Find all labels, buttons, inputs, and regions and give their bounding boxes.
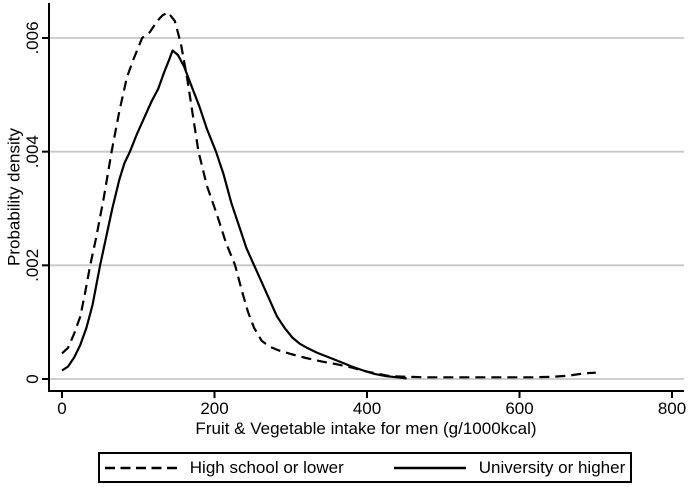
dashed-line-sample-icon	[104, 466, 177, 469]
legend-item: University or higher	[393, 457, 626, 478]
x-tick-label: 600	[505, 399, 533, 418]
x-tick-label: 0	[57, 399, 66, 418]
legend-item: High school or lower	[104, 457, 344, 478]
x-tick-label: 200	[200, 399, 228, 418]
solid-line-sample-icon	[393, 466, 466, 469]
y-axis-title: Probability density	[4, 128, 24, 266]
x-tick-label: 800	[658, 399, 686, 418]
x-axis-title: Fruit & Vegetable intake for men (g/1000…	[195, 419, 537, 438]
y-tick-label: .006	[23, 21, 42, 54]
density-curve-university-or-higher	[61, 49, 407, 380]
legend-label: University or higher	[478, 457, 626, 477]
y-tick-label: .002	[23, 249, 42, 282]
y-tick-label: .004	[23, 135, 42, 168]
y-tick-label: 0	[23, 374, 42, 383]
legend: High school or lower University or higher	[98, 452, 632, 483]
density-curve-high-school-or-lower	[61, 11, 596, 379]
legend-label: High school or lower	[189, 457, 344, 477]
x-tick-label: 400	[353, 399, 381, 418]
plot-area: 0 .002 .004 .006 0 200 400 600 800	[23, 3, 686, 418]
